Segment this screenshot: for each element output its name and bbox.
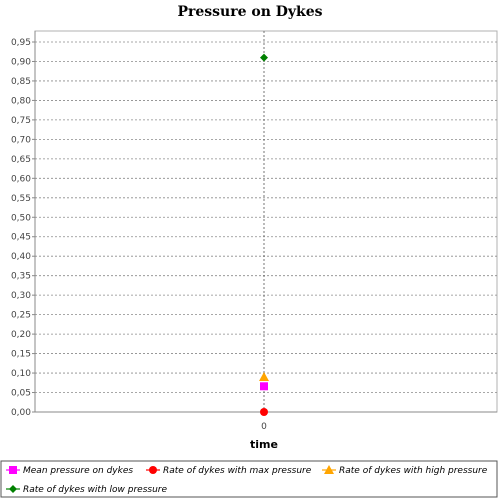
y-tick-label: 0,15 [11,350,31,360]
x-tick-label: 0 [261,422,267,432]
legend: Mean pressure on dykes Rate of dykes with… [6,465,488,495]
y-tick-label: 0,65 [11,155,31,165]
x-axis-label: time [250,438,278,451]
y-axis-ticks: 0,00 0,05 0,10 0,15 0,20 0,25 0,30 0,35 0,40 0,45… [11,38,35,418]
y-tick-label: 0,10 [11,369,31,379]
y-tick-label: 0,95 [11,38,31,48]
legend-label-4: Rate of dykes with low pressure [23,485,167,495]
legend-marker-3 [324,465,334,474]
y-tick-label: 0,60 [11,174,31,184]
plot-area [34,30,498,413]
data-point-series-2 [260,408,268,416]
y-tick-label: 0,45 [11,233,31,243]
y-tick-label: 0,25 [11,311,31,321]
y-tick-label: 0,85 [11,77,31,87]
legend-marker-4 [9,485,17,493]
chart-title: Pressure on Dykes [177,4,322,20]
y-tick-label: 0,40 [11,252,31,262]
y-tick-label: 0,75 [11,116,31,126]
y-tick-label: 0,70 [11,135,31,145]
y-tick-label: 0,20 [11,330,31,340]
legend-marker-2 [149,466,157,474]
legend-label-2: Rate of dykes with max pressure [163,466,312,476]
data-point-series-4 [260,53,268,62]
legend-label-1: Mean pressure on dykes [23,466,133,476]
y-tick-label: 0,80 [11,96,31,106]
y-tick-label: 0,50 [11,213,31,223]
legend-box [0,460,498,498]
y-tick-label: 0,05 [11,389,31,399]
legend-marker-1 [9,466,17,474]
data-point-series-1 [260,382,268,391]
y-tick-label: 0,30 [11,291,31,301]
legend-label-3: Rate of dykes with high pressure [339,466,488,476]
data-marks [259,53,269,416]
y-tick-label: 0,90 [11,57,31,67]
y-tick-label: 0,35 [11,272,31,282]
gridlines [35,31,497,413]
data-point-series-3 [259,371,269,381]
y-tick-label: 0,55 [11,194,31,204]
y-tick-label: 0,00 [11,408,31,418]
